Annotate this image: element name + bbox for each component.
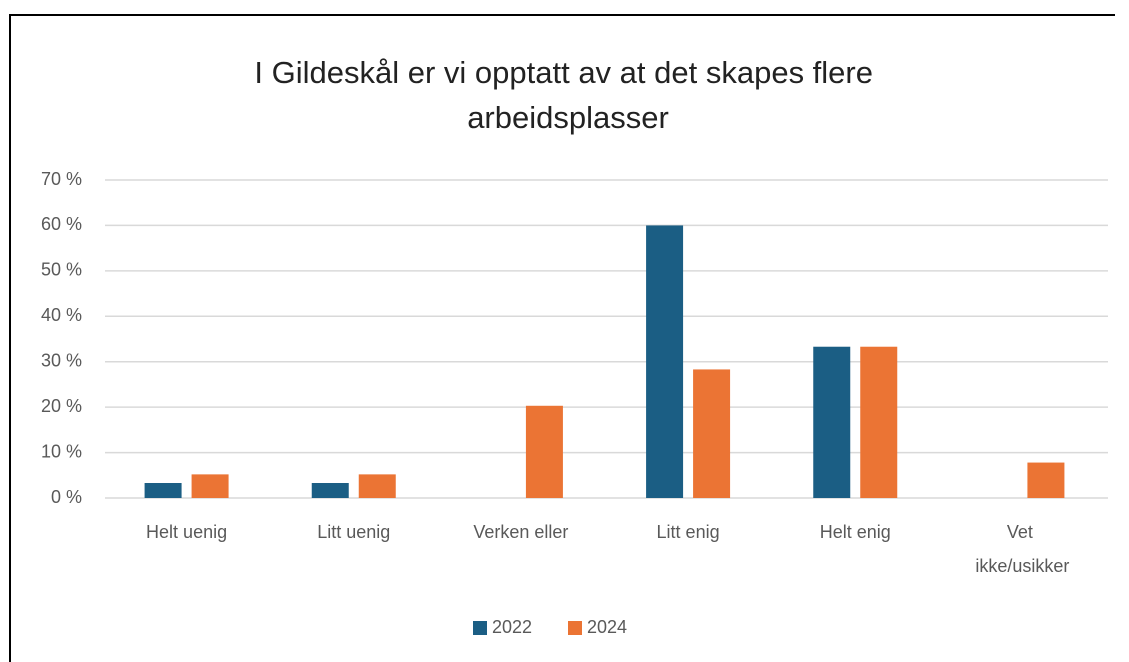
bar — [525, 405, 563, 498]
y-tick-label: 50 % — [41, 260, 82, 280]
bar — [311, 483, 349, 498]
frame — [9, 14, 1115, 662]
bar — [1027, 462, 1065, 498]
y-tick-label: 0 % — [51, 487, 82, 507]
y-tick-label: 70 % — [41, 169, 82, 189]
x-tick-label: Vet ikke/usikker — [975, 522, 1069, 576]
y-tick-label: 10 % — [41, 441, 82, 461]
bar — [646, 225, 684, 498]
x-tick-label: Litt uenig — [317, 522, 390, 542]
legend-label: 2024 — [587, 617, 627, 637]
y-tick-label: 40 % — [41, 305, 82, 325]
y-tick-label: 60 % — [41, 214, 82, 234]
legend-swatch — [568, 621, 582, 635]
bar — [860, 346, 898, 498]
y-tick-label: 20 % — [41, 396, 82, 416]
chart-title: I Gildeskål er vi opptatt av at det skap… — [254, 55, 881, 135]
bar — [358, 474, 396, 498]
bar — [191, 474, 229, 498]
bar — [813, 346, 851, 498]
legend-swatch — [473, 621, 487, 635]
bar — [693, 369, 731, 498]
x-tick-label: Helt uenig — [146, 522, 227, 542]
legend-label: 2022 — [492, 617, 532, 637]
x-tick-label: Verken eller — [473, 522, 568, 542]
y-tick-label: 30 % — [41, 350, 82, 370]
x-tick-label: Helt enig — [820, 522, 891, 542]
bar — [144, 483, 182, 498]
x-tick-label: Litt enig — [657, 522, 720, 542]
